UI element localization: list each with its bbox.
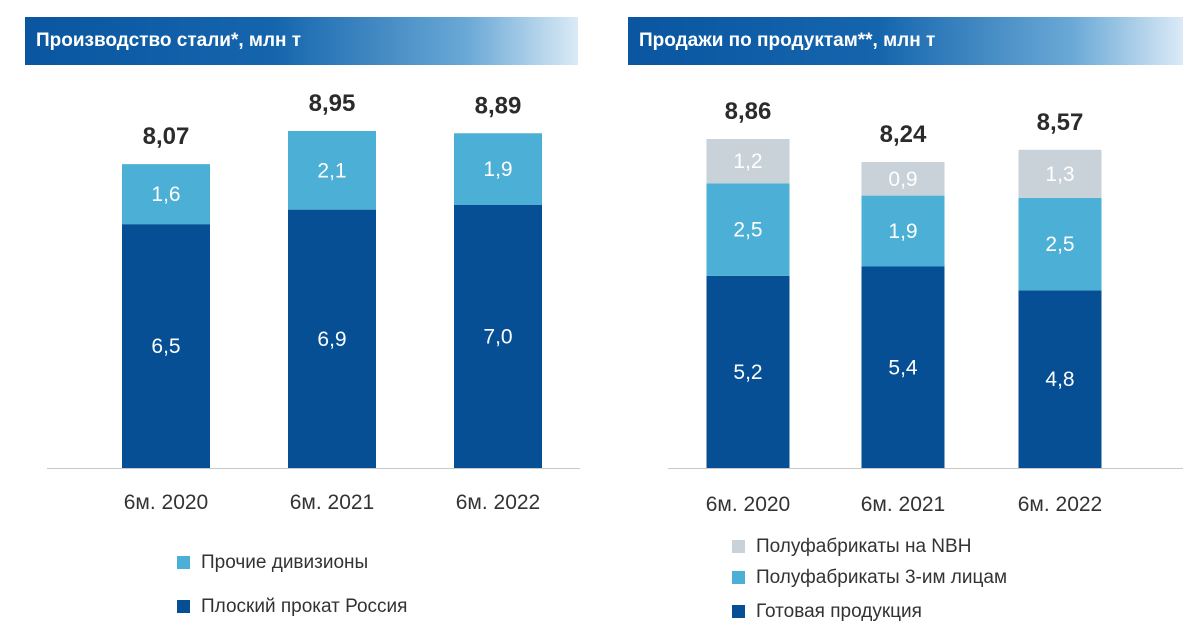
x-tick-label: 6м. 2022: [1018, 493, 1103, 516]
bar-total-label: 8,57: [1037, 109, 1084, 136]
x-tick-label: 6м. 2022: [456, 491, 541, 514]
bar-total-label: 8,24: [880, 121, 927, 148]
sales-by-product-title: Продажи по продуктам**, млн т: [628, 17, 1183, 65]
legend-swatch: [177, 600, 190, 613]
legend-label: Полуфабрикаты 3-им лицам: [756, 567, 1008, 588]
x-tick-label: 6м. 2020: [706, 493, 791, 516]
bar-segment-mid_blue: [122, 164, 210, 225]
sales-by-product-panel: Продажи по продуктам**, млн т 5,2 2,5 1,2 8…: [628, 0, 1188, 628]
bar-segment-flat_dark: [861, 266, 945, 468]
bar-segment-flat_dark: [706, 275, 790, 468]
bar-segment-mid_blue: [288, 131, 376, 210]
bar-value-label: 1,9: [888, 220, 917, 243]
bar-value-label: 6,5: [151, 335, 180, 358]
x-tick-label: 6м. 2021: [290, 491, 375, 514]
legend-label: Плоский прокат Россия: [201, 596, 408, 617]
x-tick-label: 6м. 2021: [861, 493, 946, 516]
bar-segment-light_grey: [861, 162, 945, 196]
bar-segment-flat_dark: [454, 204, 542, 468]
legend-label: Полуфабрикаты на NBH: [756, 536, 972, 557]
legend-label: Готовая продукция: [756, 601, 922, 622]
bar-value-label: 0,9: [888, 168, 917, 191]
bar-segment-light_grey: [1018, 149, 1102, 198]
bar-value-label: 7,0: [483, 325, 512, 348]
bar-segment-flat_dark: [122, 224, 210, 468]
bar-segment-mid_blue: [1018, 197, 1102, 291]
bar-value-label: 1,2: [733, 150, 762, 173]
x-tick-label: 6м. 2020: [124, 491, 209, 514]
bar-segment-mid_blue: [861, 195, 945, 267]
bar-segment-mid_blue: [454, 133, 542, 205]
legend-swatch: [732, 540, 745, 553]
steel-production-title: Производство стали*, млн т: [25, 17, 578, 65]
legend-swatch: [732, 571, 745, 584]
bar-segment-flat_dark: [288, 209, 376, 468]
bar-total-label: 8,95: [309, 90, 356, 117]
steel-production-chart: 6,5 1,6 8,07 6м. 2020 6,9 2,1 8,95 6м. 2021 7,0 1…: [47, 90, 580, 514]
bar-segment-flat_dark: [1018, 290, 1102, 468]
bar-segment-mid_blue: [706, 183, 790, 276]
legend-label: Прочие дивизионы: [201, 552, 369, 573]
legend-swatch: [732, 605, 745, 618]
bar-value-label: 5,2: [733, 361, 762, 384]
bar-segment-light_grey: [706, 139, 790, 184]
steel-production-panel: Производство стали*, млн т 6,5 1,6 8,07 6м.…: [25, 0, 585, 628]
bar-value-label: 6,9: [317, 328, 346, 351]
bar-total-label: 8,89: [475, 92, 522, 119]
bar-value-label: 2,5: [1045, 233, 1074, 256]
bar-value-label: 2,5: [733, 219, 762, 242]
bar-value-label: 2,1: [317, 159, 346, 182]
bar-value-label: 1,6: [151, 183, 180, 206]
bar-value-label: 4,8: [1045, 368, 1074, 391]
bar-value-label: 5,4: [888, 356, 918, 379]
bar-total-label: 8,07: [143, 123, 190, 150]
bar-total-label: 8,86: [725, 98, 772, 125]
bar-value-label: 1,3: [1045, 163, 1074, 186]
sales-by-product-chart: 5,2 2,5 1,2 8,86 6м. 2020 5,4 1,9 0,9 8,24 6м. 20…: [668, 98, 1183, 516]
legend-swatch: [177, 556, 190, 569]
bar-value-label: 1,9: [483, 158, 512, 181]
